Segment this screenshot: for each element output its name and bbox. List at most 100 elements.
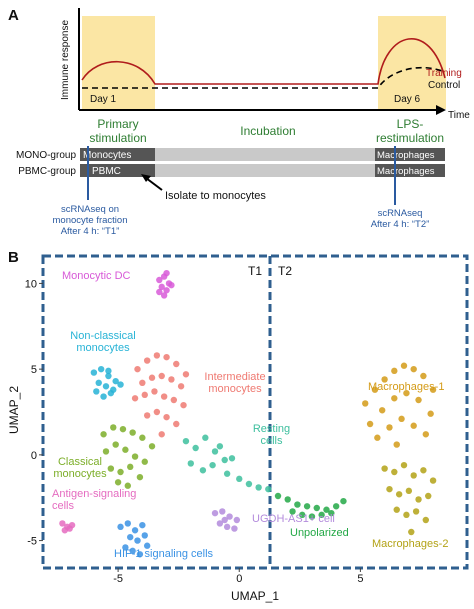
point <box>139 434 146 441</box>
point <box>398 415 405 423</box>
day-label: Day 1 <box>90 94 117 105</box>
arrow-head <box>436 105 446 115</box>
point <box>114 479 122 486</box>
legend-label: Training <box>426 68 462 79</box>
point <box>90 369 98 376</box>
point <box>117 381 124 388</box>
point <box>134 365 141 373</box>
point <box>102 448 110 455</box>
point <box>429 477 437 484</box>
point <box>216 443 224 450</box>
point <box>173 360 180 368</box>
cluster-label: Macrophages-2 <box>372 538 449 550</box>
point <box>100 393 107 400</box>
point <box>221 456 228 464</box>
point <box>374 434 381 441</box>
point <box>163 353 170 361</box>
point <box>209 461 216 469</box>
axis-label: Time <box>448 110 470 121</box>
point <box>117 523 124 531</box>
point <box>371 386 379 393</box>
point <box>340 497 347 505</box>
point <box>379 407 386 414</box>
point <box>129 547 136 555</box>
y-tick-label: 5 <box>31 364 37 376</box>
point <box>422 516 430 524</box>
point <box>141 532 148 539</box>
group-label: PBMC-group <box>18 166 76 177</box>
point <box>107 465 115 472</box>
point <box>153 352 161 359</box>
point <box>168 376 175 383</box>
point <box>102 383 110 390</box>
timeline-bar <box>375 148 445 161</box>
point <box>127 463 134 471</box>
point <box>148 374 156 381</box>
point <box>139 521 146 529</box>
point <box>236 475 243 483</box>
bar-label: PBMC <box>92 166 121 177</box>
cluster-label: Non-classical monocytes <box>70 330 136 354</box>
point <box>158 431 165 438</box>
point <box>187 460 194 467</box>
y-axis-label: UMAP_2 <box>7 386 21 434</box>
point <box>105 367 112 375</box>
point <box>303 503 311 510</box>
point <box>412 508 420 515</box>
point <box>143 542 151 549</box>
point <box>219 508 226 515</box>
point <box>160 393 168 400</box>
point <box>420 467 427 474</box>
point <box>386 424 393 431</box>
point <box>308 513 316 520</box>
point <box>318 511 325 519</box>
point <box>182 371 190 378</box>
arrow-head <box>141 174 151 182</box>
point <box>410 472 417 479</box>
point <box>362 400 369 407</box>
y-tick-label: 0 <box>31 450 37 462</box>
point <box>122 544 129 551</box>
point <box>134 537 141 544</box>
point <box>393 506 400 513</box>
point <box>427 410 434 417</box>
point <box>131 395 139 402</box>
group-label: MONO-group <box>16 150 76 161</box>
point <box>332 503 340 510</box>
y-tick-label: -5 <box>27 536 37 548</box>
y-tick-label: 10 <box>25 278 37 290</box>
point <box>158 372 165 380</box>
x-axis-label: UMAP_1 <box>231 589 279 603</box>
cluster-label: Classical monocytes <box>53 456 107 480</box>
timeline-bar <box>80 148 155 161</box>
phase-label: Primary <box>97 117 138 131</box>
cluster-label: Macrophages-1 <box>368 381 445 393</box>
point <box>199 467 207 474</box>
point <box>93 388 100 395</box>
point <box>131 453 139 460</box>
point <box>381 376 388 383</box>
point <box>408 528 415 536</box>
cluster-label: Unpolarized <box>290 527 349 539</box>
point <box>429 386 437 393</box>
point <box>400 362 408 369</box>
point <box>393 441 400 448</box>
point <box>151 388 158 395</box>
point <box>284 496 291 503</box>
point <box>410 422 417 429</box>
timeline-bar <box>375 164 445 177</box>
point <box>422 431 430 438</box>
point <box>117 468 124 476</box>
point <box>170 396 178 404</box>
point <box>223 523 231 531</box>
bar-label: Monocytes <box>83 150 131 161</box>
point <box>110 424 117 431</box>
point <box>323 506 330 513</box>
point <box>66 525 73 532</box>
point <box>245 480 253 488</box>
point <box>395 491 403 498</box>
point <box>415 396 422 404</box>
point <box>105 372 112 380</box>
annotation: After 4 h: “T1” <box>61 226 120 237</box>
point <box>95 379 102 387</box>
